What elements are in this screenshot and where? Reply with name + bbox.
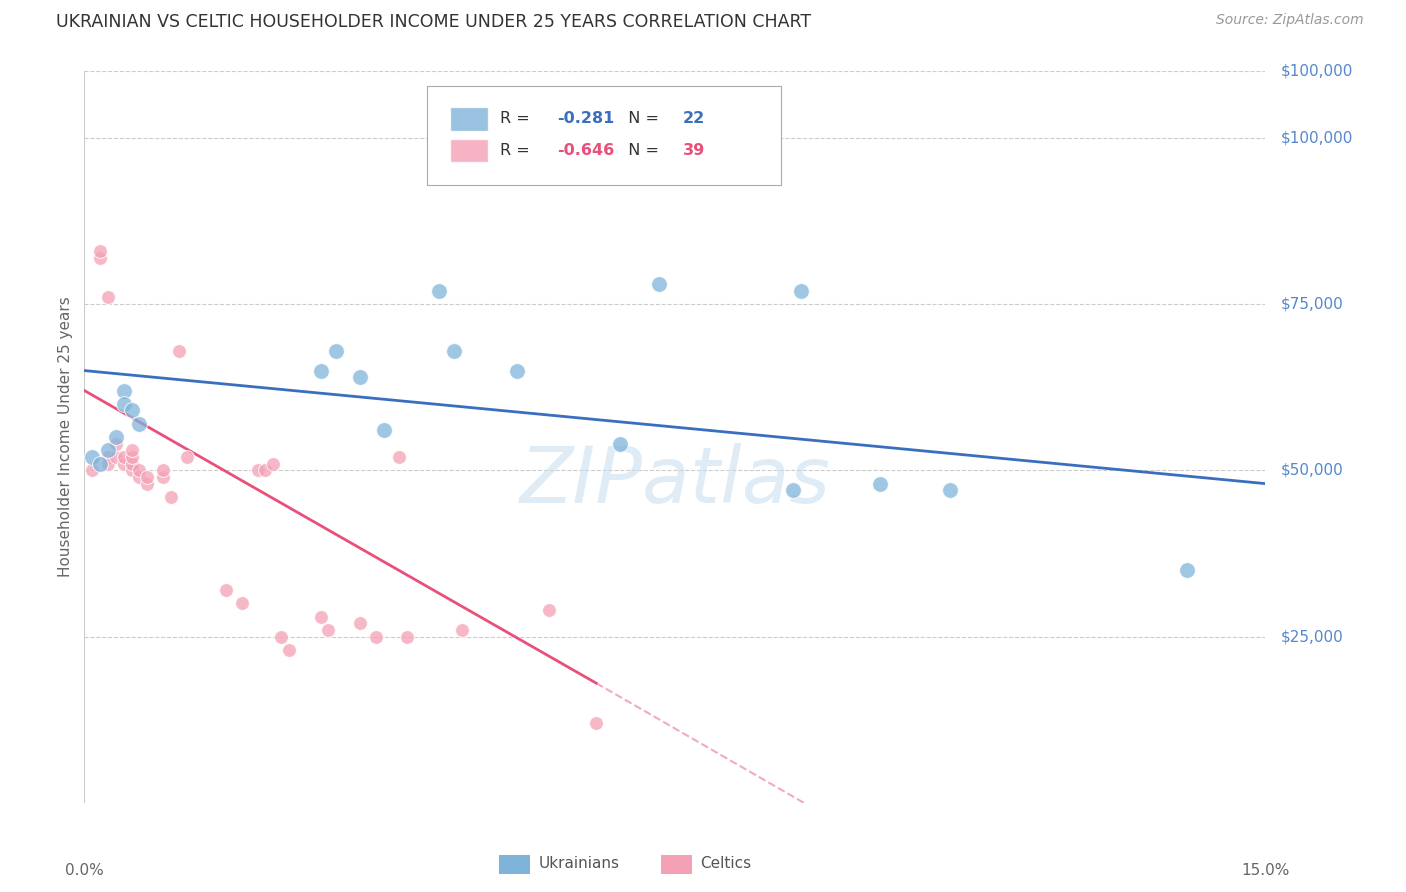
Y-axis label: Householder Income Under 25 years: Householder Income Under 25 years [58, 297, 73, 577]
Point [278, 643, 301, 657]
Point [318, 623, 340, 637]
Point [388, 450, 411, 464]
Point [609, 436, 631, 450]
Text: -0.281: -0.281 [557, 112, 614, 127]
Text: N =: N = [619, 112, 664, 127]
Point [121, 443, 143, 458]
Point [373, 424, 395, 438]
Point [215, 582, 238, 597]
Text: $100,000: $100,000 [1281, 130, 1354, 145]
Point [121, 450, 143, 464]
Point [254, 463, 277, 477]
Text: 22: 22 [683, 112, 706, 127]
Point [121, 463, 143, 477]
Text: -0.646: -0.646 [557, 143, 614, 158]
Point [152, 470, 174, 484]
Text: $25,000: $25,000 [1281, 629, 1344, 644]
Point [136, 470, 159, 484]
Point [443, 343, 465, 358]
Text: Source: ZipAtlas.com: Source: ZipAtlas.com [1216, 13, 1364, 28]
Point [82, 463, 104, 477]
Point [246, 463, 269, 477]
Point [112, 384, 135, 398]
Point [97, 457, 120, 471]
Point [231, 596, 253, 610]
Text: N =: N = [619, 143, 664, 158]
Text: ZIPatlas: ZIPatlas [519, 443, 831, 519]
Point [790, 284, 813, 298]
Point [939, 483, 962, 498]
Point [89, 244, 111, 258]
Point [82, 450, 104, 464]
Point [325, 343, 347, 358]
Point [121, 457, 143, 471]
Point [1175, 563, 1198, 577]
Point [128, 470, 150, 484]
Text: 0.0%: 0.0% [65, 863, 104, 878]
Text: 15.0%: 15.0% [1241, 863, 1289, 878]
FancyBboxPatch shape [450, 138, 488, 162]
Point [89, 251, 111, 265]
Text: UKRAINIAN VS CELTIC HOUSEHOLDER INCOME UNDER 25 YEARS CORRELATION CHART: UKRAINIAN VS CELTIC HOUSEHOLDER INCOME U… [56, 13, 811, 31]
Point [104, 436, 127, 450]
Point [349, 370, 371, 384]
Point [270, 630, 292, 644]
Text: $75,000: $75,000 [1281, 297, 1344, 311]
Point [648, 277, 671, 292]
Point [112, 457, 135, 471]
Point [506, 363, 529, 377]
Point [782, 483, 804, 498]
Point [104, 450, 127, 464]
Point [89, 457, 111, 471]
Point [104, 430, 127, 444]
Text: Ukrainians: Ukrainians [538, 856, 620, 871]
FancyBboxPatch shape [450, 107, 488, 130]
Text: 39: 39 [683, 143, 706, 158]
Point [152, 463, 174, 477]
Point [176, 450, 198, 464]
Point [451, 623, 474, 637]
Point [97, 290, 120, 304]
Point [309, 609, 332, 624]
Point [112, 450, 135, 464]
Point [121, 403, 143, 417]
Point [427, 284, 450, 298]
Point [167, 343, 190, 358]
Text: $50,000: $50,000 [1281, 463, 1344, 478]
Point [128, 463, 150, 477]
Text: Celtics: Celtics [700, 856, 751, 871]
Point [585, 716, 607, 731]
Point [869, 476, 891, 491]
Text: $100,000: $100,000 [1281, 64, 1354, 78]
Point [160, 490, 183, 504]
Text: R =: R = [501, 112, 534, 127]
Point [136, 476, 159, 491]
FancyBboxPatch shape [427, 86, 782, 185]
Point [112, 397, 135, 411]
Point [97, 443, 120, 458]
Point [309, 363, 332, 377]
Point [349, 616, 371, 631]
Point [396, 630, 419, 644]
Point [364, 630, 387, 644]
Text: R =: R = [501, 143, 534, 158]
Point [537, 603, 560, 617]
Point [128, 417, 150, 431]
Point [262, 457, 284, 471]
Point [97, 450, 120, 464]
